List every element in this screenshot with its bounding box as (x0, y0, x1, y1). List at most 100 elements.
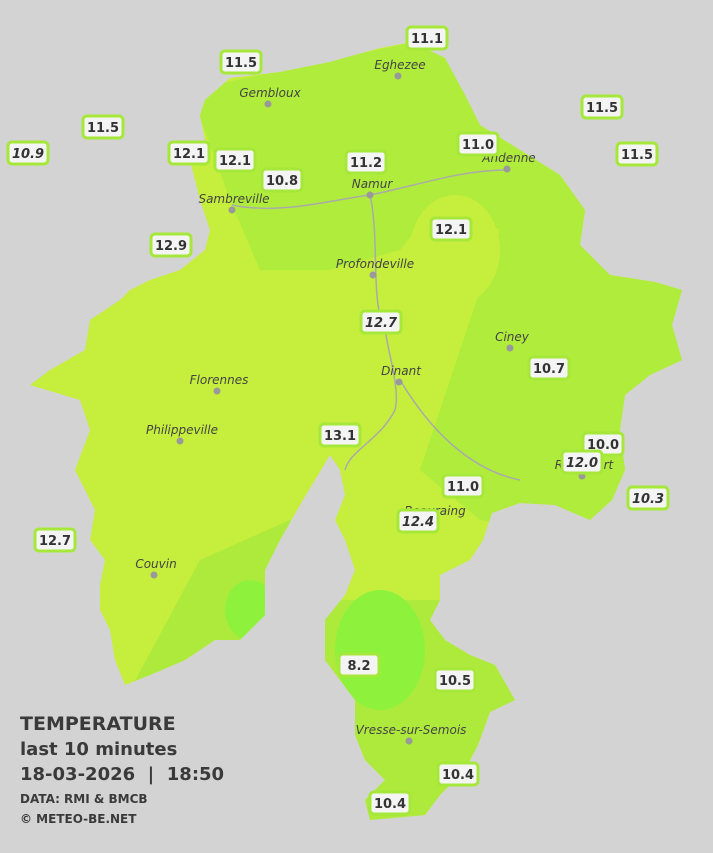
station-reading: 11.5 (621, 148, 653, 163)
city-dot (405, 737, 413, 745)
station-box (368, 790, 412, 816)
station: 12.1 (429, 216, 473, 242)
station-reading: 12.4 (402, 515, 434, 530)
station: 8.2 (337, 652, 381, 678)
station: 12.4 (396, 508, 440, 534)
station-reading: 12.1 (435, 223, 467, 238)
station: 11.5 (580, 94, 624, 120)
station-reading: 10.3 (632, 492, 664, 507)
station-box (615, 141, 659, 167)
station-reading: 10.0 (587, 438, 619, 453)
station-reading: 10.5 (439, 674, 471, 689)
city-label: Vresse-sur-Semois (356, 723, 467, 737)
station: 12.1 (213, 147, 257, 173)
station: 12.1 (167, 140, 211, 166)
station-reading: 10.9 (12, 147, 44, 162)
station: 10.7 (527, 355, 571, 381)
city-dot (213, 387, 221, 395)
station-box (441, 473, 485, 499)
station: 11.5 (219, 49, 263, 75)
station-box (626, 485, 670, 511)
station-box (359, 309, 403, 335)
station: 10.4 (368, 790, 412, 816)
city-label: Couvin (135, 557, 176, 571)
city-label: Ciney (495, 330, 530, 344)
station-reading: 13.1 (324, 429, 356, 444)
station-reading: 11.5 (225, 56, 257, 71)
station-box (433, 667, 477, 693)
station-box (260, 167, 304, 193)
station-reading: 11.0 (447, 480, 479, 495)
station-box (318, 422, 362, 448)
city-dot (228, 206, 236, 214)
station-reading: 12.7 (365, 316, 398, 331)
city-dot (366, 191, 374, 199)
station-box (456, 131, 500, 157)
city-dot (264, 100, 272, 108)
station-reading: 12.1 (173, 147, 205, 162)
station: 12.7 (359, 309, 403, 335)
station: 11.0 (456, 131, 500, 157)
station-reading: 11.1 (411, 32, 443, 47)
station: 12.7 (33, 527, 77, 553)
station-box (149, 232, 193, 258)
city-label: Sambreville (198, 192, 269, 206)
station-box (580, 94, 624, 120)
station-box (429, 216, 473, 242)
station: 13.1 (318, 422, 362, 448)
city-label: Philippeville (146, 423, 218, 437)
station-reading: 10.4 (442, 768, 474, 783)
station-reading: 10.8 (266, 174, 298, 189)
legend-timestamp: 18-03-2026 | 18:50 (20, 764, 224, 785)
station: 11.2 (344, 149, 388, 175)
city-dot (506, 344, 514, 352)
legend-period: last 10 minutes (20, 739, 177, 760)
station: 12.9 (149, 232, 193, 258)
station-box (396, 508, 440, 534)
city-dot (369, 271, 377, 279)
station-box (6, 140, 50, 166)
station-box (344, 149, 388, 175)
station: 10.8 (260, 167, 304, 193)
station-reading: 12.7 (39, 534, 71, 549)
legend-copyright: © METEO-BE.NET (20, 812, 137, 826)
station-reading: 10.7 (533, 362, 565, 377)
stations: 11.1 11.5 11.5 11.5 10.9 12.1 12.1 11.0 11.5 11.2… (6, 25, 670, 816)
city-label: Dinant (381, 364, 422, 378)
station: 11.1 (405, 25, 449, 51)
cities: GemblouxEghezeeAndenneNamurSambrevillePr… (135, 58, 615, 745)
station-box (405, 25, 449, 51)
station: 10.9 (6, 140, 50, 166)
legend-source: DATA: RMI & BMCB (20, 792, 148, 806)
city-dot (503, 165, 511, 173)
station-reading: 10.4 (374, 797, 406, 812)
zone-cool (335, 590, 425, 710)
station: 12.0 (560, 449, 604, 475)
station-reading: 8.2 (347, 659, 370, 674)
station-box (219, 49, 263, 75)
city-dot (395, 378, 403, 386)
station-reading: 11.5 (87, 121, 119, 136)
station-box (33, 527, 77, 553)
station-reading: 12.0 (566, 456, 598, 471)
station-reading: 11.0 (462, 138, 494, 153)
city-label: Profondeville (336, 257, 414, 271)
station-box (81, 114, 125, 140)
city-dot (176, 437, 184, 445)
station: 10.3 (626, 485, 670, 511)
station-box (527, 355, 571, 381)
station-reading: 12.9 (155, 239, 187, 254)
station: 10.5 (433, 667, 477, 693)
city-label: Gembloux (239, 86, 301, 100)
station-box (560, 449, 604, 475)
station-box (167, 140, 211, 166)
station-box (213, 147, 257, 173)
city-dot (150, 571, 158, 579)
city-label: Eghezee (374, 58, 425, 72)
station: 11.0 (441, 473, 485, 499)
city-label: Florennes (190, 373, 249, 387)
station-box (436, 761, 480, 787)
city-dot (394, 72, 402, 80)
